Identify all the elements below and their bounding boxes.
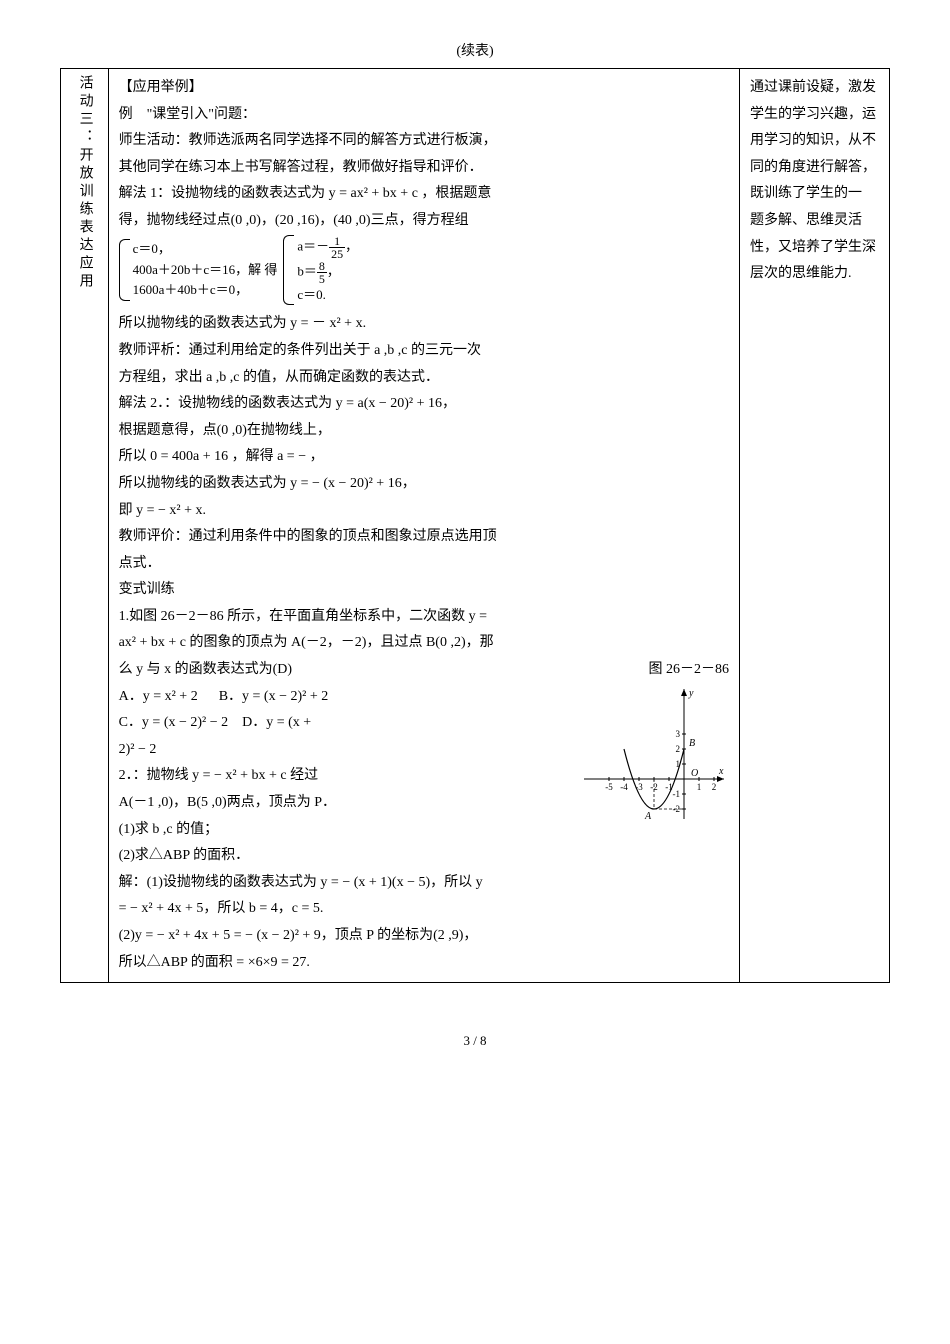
q2-sol-line: (2)y = − x² + 4x + 5 = − (x − 2)² + 9，顶点… — [119, 923, 729, 950]
equation-systems: c＝0， 400a＋20b＋c＝16，解 得 1600a＋40b＋c＝0， a＝… — [119, 235, 729, 306]
q2-sub: (2)求△ABP 的面积． — [119, 843, 729, 870]
system-right: a＝－125， b＝85， c＝0. — [283, 235, 358, 306]
q1-line: 1.如图 26－2－86 所示，在平面直角坐标系中，二次函数 y = — [119, 604, 729, 631]
system-left: c＝0， 400a＋20b＋c＝16，解 得 1600a＋40b＋c＝0， — [119, 239, 278, 301]
eq-row: a＝－125， — [297, 235, 358, 260]
svg-text:-4: -4 — [620, 782, 628, 792]
choice-a: A．y = x² + 2 — [119, 689, 198, 704]
solution1-result: 所以抛物线的函数表达式为 y = － x² + x. — [119, 311, 729, 338]
pedagogy-line: 通过课前设疑，激发 — [750, 75, 879, 102]
q1-line: 么 y 与 x 的函数表达式为(D) 图 26－2－86 — [119, 657, 729, 684]
example-label: 例 "课堂引入"问题： — [119, 102, 729, 129]
variant-title: 变式训练 — [119, 577, 729, 604]
frac-num: 1 — [329, 235, 345, 248]
eq-text: b＝ — [297, 263, 317, 278]
point-b-label: B — [689, 738, 695, 749]
coordinate-graph: -5 -4 -3 -2 -1 1 2 1 2 3 -1 -2 — [579, 684, 729, 824]
frac-num: 8 — [317, 260, 327, 273]
choice-b: B．y = (x − 2)² + 2 — [219, 689, 329, 704]
svg-text:-1: -1 — [673, 789, 681, 799]
q2-sol-line: 解：(1)设抛物线的函数表达式为 y = − (x + 1)(x − 5)，所以… — [119, 870, 729, 897]
eq-row: c＝0， — [133, 239, 278, 260]
pedagogy-line: 层次的思维能力. — [750, 261, 879, 288]
solution1-intro: 解法 1：设抛物线的函数表达式为 y = ax² + bx + c ，根据题意 — [119, 181, 729, 208]
fraction: 125 — [329, 235, 345, 260]
solution2-line: 所以抛物线的函数表达式为 y = − (x − 20)² + 16， — [119, 471, 729, 498]
solution2-line: 根据题意得，点(0 ,0)在抛物线上， — [119, 418, 729, 445]
continued-label: (续表) — [60, 40, 890, 60]
pedagogy-line: 题多解、思维灵活 — [750, 208, 879, 235]
y-label: y — [688, 688, 694, 699]
solution2-intro: 解法 2．：设抛物线的函数表达式为 y = a(x − 20)² + 16， — [119, 391, 729, 418]
frac-den: 25 — [329, 248, 345, 260]
q1-line: ax² + bx + c 的图象的顶点为 A(－2，－2)，且过点 B(0 ,2… — [119, 630, 729, 657]
teacher-eval: 教师评析：通过利用给定的条件列出关于 a ,b ,c 的三元一次 — [119, 338, 729, 365]
solution2-line: 所以 0 = 400a + 16 ，解得 a = − ， — [119, 444, 729, 471]
svg-text:2: 2 — [712, 782, 717, 792]
choice-c: C．y = (x − 2)² − 2 — [119, 715, 229, 730]
solution2-line: 即 y = − x² + x. — [119, 498, 729, 525]
q2-sol-line: = − x² + 4x + 5，所以 b = 4，c = 5. — [119, 896, 729, 923]
page-number: 3 / 8 — [60, 1033, 890, 1049]
eq-row: c＝0. — [297, 285, 358, 306]
q1-text: 么 y 与 x 的函数表达式为(D) — [119, 662, 292, 677]
lesson-table: 活动三：开放训练表达应用 【应用举例】 例 "课堂引入"问题： 师生活动：教师选… — [60, 68, 890, 983]
graph-figure: -5 -4 -3 -2 -1 1 2 1 2 3 -1 -2 — [579, 684, 729, 835]
frac-den: 5 — [317, 273, 327, 285]
pedagogy-cell: 通过课前设疑，激发 学生的学习兴趣，运 用学习的知识，从不 同的角度进行解答， … — [740, 69, 890, 983]
pedagogy-line: 学生的学习兴趣，运 — [750, 102, 879, 129]
teacher-eval: 教师评价：通过利用条件中的图象的顶点和图象过原点选用顶 — [119, 524, 729, 551]
activity-line: 师生活动：教师选派两名同学选择不同的解答方式进行板演， — [119, 128, 729, 155]
teacher-eval: 方程组，求出 a ,b ,c 的值，从而确定函数的表达式． — [119, 365, 729, 392]
svg-text:-5: -5 — [605, 782, 613, 792]
pedagogy-line: 既训练了学生的一 — [750, 181, 879, 208]
activity-label-cell: 活动三：开放训练表达应用 — [61, 69, 109, 983]
eq-row: 1600a＋40b＋c＝0， — [133, 280, 278, 301]
fraction: 85 — [317, 260, 327, 285]
eq-text: a＝－ — [297, 238, 329, 253]
figure-label: 图 26－2－86 — [649, 657, 730, 684]
pedagogy-line: 性，又培养了学生深 — [750, 235, 879, 262]
eq-row: 400a＋20b＋c＝16，解 得 — [133, 260, 278, 281]
point-a-label: A — [644, 811, 652, 822]
choice-d: D．y = (x + — [242, 715, 311, 730]
teacher-eval: 点式． — [119, 551, 729, 578]
section-title: 【应用举例】 — [119, 75, 729, 102]
main-content-cell: 【应用举例】 例 "课堂引入"问题： 师生活动：教师选派两名同学选择不同的解答方… — [108, 69, 739, 983]
activity-label: 活动三：开放训练表达应用 — [71, 75, 98, 291]
solution1-given: 得，抛物线经过点(0 ,0)，(20 ,16)，(40 ,0)三点，得方程组 — [119, 208, 729, 235]
eq-row: b＝85， — [297, 260, 358, 285]
q2-sol-line: 所以△ABP 的面积 = ×6×9 = 27. — [119, 950, 729, 977]
origin-label: O — [691, 768, 698, 779]
svg-text:2: 2 — [676, 744, 681, 754]
pedagogy-line: 用学习的知识，从不 — [750, 128, 879, 155]
svg-text:3: 3 — [676, 729, 681, 739]
activity-line: 其他同学在练习本上书写解答过程，教师做好指导和评价． — [119, 155, 729, 182]
graph-bg — [579, 684, 729, 824]
pedagogy-line: 同的角度进行解答， — [750, 155, 879, 182]
svg-text:1: 1 — [697, 782, 702, 792]
x-label: x — [718, 766, 724, 777]
